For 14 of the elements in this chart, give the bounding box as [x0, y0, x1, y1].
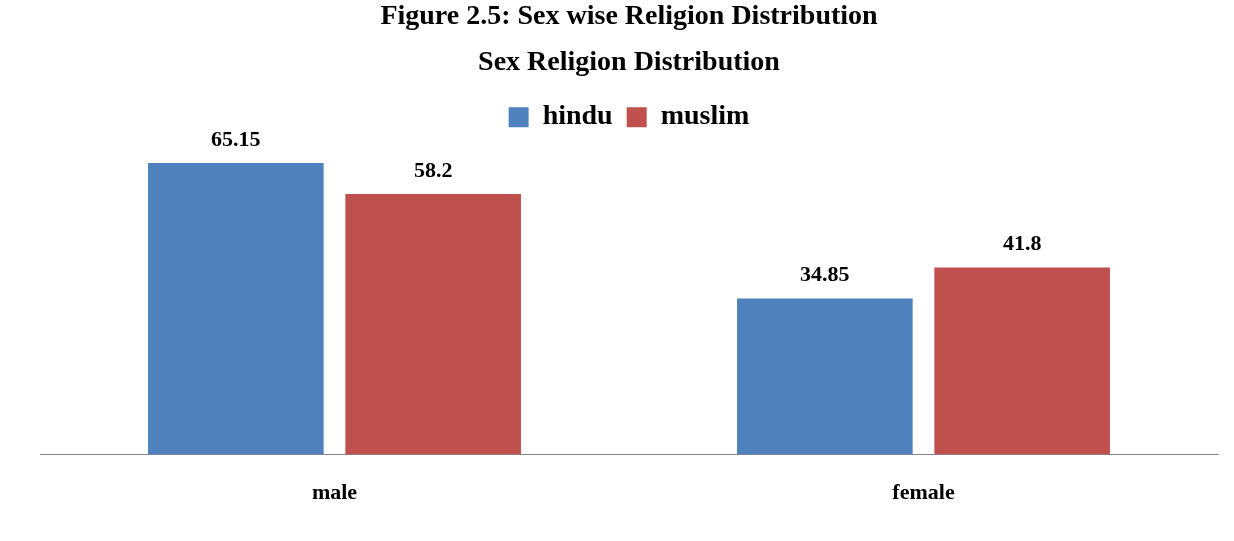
- data-label: 58.2: [413, 156, 453, 182]
- bar: [345, 194, 521, 455]
- x-tick-label: male: [311, 479, 358, 505]
- x-tick-label: female: [892, 479, 955, 505]
- data-label: 65.15: [211, 125, 261, 151]
- chart-subtitle: Sex Religion Distribution: [478, 44, 781, 76]
- bar: [934, 267, 1110, 455]
- data-label: 41.8: [1002, 230, 1042, 256]
- bar: [737, 298, 913, 455]
- legend-label: muslim: [660, 99, 750, 131]
- data-label: 34.85: [800, 261, 850, 287]
- bar: [148, 162, 324, 455]
- chart-title: Figure 2.5: Sex wise Religion Distribution: [380, 0, 879, 31]
- legend-label: hindu: [542, 99, 613, 131]
